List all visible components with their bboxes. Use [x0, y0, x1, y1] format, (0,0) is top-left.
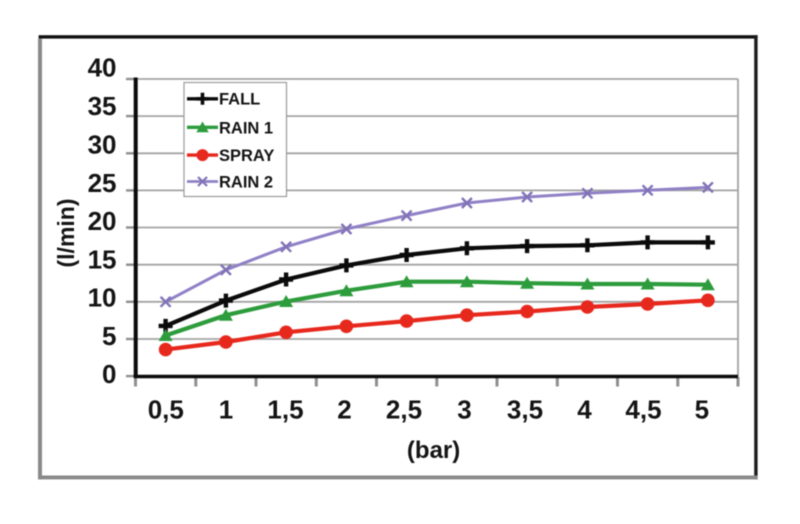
svg-text:1,5: 1,5	[267, 395, 303, 425]
svg-text:SPRAY: SPRAY	[219, 147, 274, 165]
svg-text:4: 4	[577, 395, 592, 425]
svg-text:FALL: FALL	[219, 90, 260, 108]
svg-text:0: 0	[102, 359, 116, 389]
svg-text:40: 40	[88, 53, 117, 83]
svg-text:RAIN 2: RAIN 2	[219, 173, 273, 191]
svg-text:(l/min): (l/min)	[53, 199, 79, 268]
svg-text:5: 5	[102, 321, 116, 351]
svg-text:4,5: 4,5	[625, 395, 661, 425]
svg-text:2,5: 2,5	[386, 395, 422, 425]
svg-text:RAIN 1: RAIN 1	[219, 119, 273, 137]
svg-text:2: 2	[337, 395, 351, 425]
svg-text:3,5: 3,5	[507, 395, 543, 425]
svg-text:20: 20	[88, 206, 117, 236]
svg-text:30: 30	[88, 130, 117, 160]
svg-text:5: 5	[695, 395, 709, 425]
svg-text:0,5: 0,5	[148, 395, 184, 425]
svg-text:(bar): (bar)	[407, 437, 460, 464]
svg-text:10: 10	[88, 283, 117, 313]
svg-text:1: 1	[219, 395, 233, 425]
svg-text:3: 3	[457, 395, 471, 425]
svg-text:15: 15	[88, 244, 117, 274]
svg-text:35: 35	[88, 91, 117, 121]
svg-text:25: 25	[88, 168, 117, 198]
